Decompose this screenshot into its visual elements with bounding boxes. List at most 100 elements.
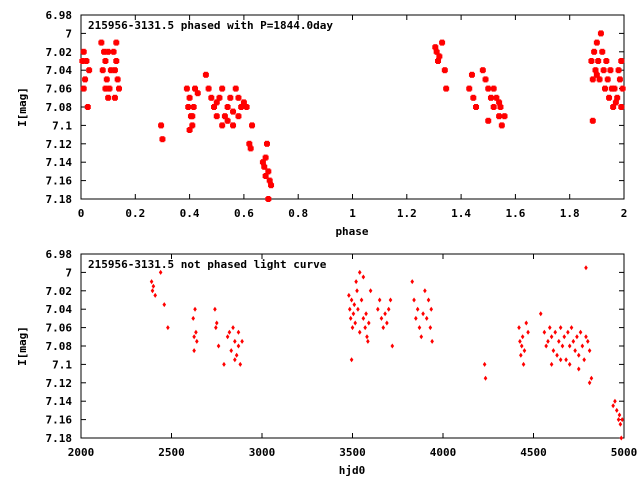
phased-data-point <box>205 85 212 92</box>
unphased-data-point <box>567 343 572 349</box>
phased-data-point <box>473 104 480 110</box>
unphased-data-point <box>613 398 617 404</box>
phased-data-point <box>111 67 118 74</box>
unphased-y-tick-label: 7.1 <box>52 358 72 371</box>
unphased-x-tick-label: 3500 <box>339 446 366 459</box>
unphased-data-point <box>238 361 243 367</box>
unphased-data-point <box>582 357 586 363</box>
unphased-data-point <box>383 311 387 317</box>
phased-x-tick-label: 0.8 <box>288 207 308 220</box>
unphased-data-point <box>214 325 218 331</box>
phased-data-point <box>466 85 473 92</box>
unphased-data-point <box>357 269 362 275</box>
unphased-data-point <box>349 357 354 363</box>
phased-data-point <box>432 44 439 51</box>
phased-data-point <box>592 67 599 74</box>
phased-data-point <box>114 76 121 83</box>
unphased-data-point <box>417 325 422 331</box>
phased-data-point <box>485 117 492 124</box>
phased-data-point <box>436 53 443 60</box>
unphased-data-point <box>225 334 230 340</box>
phased-data-point <box>230 108 237 115</box>
phased-data-point <box>589 117 596 124</box>
unphased-data-point <box>222 361 226 367</box>
unphased-data-point <box>361 274 366 280</box>
unphased-data-point <box>482 361 487 367</box>
unphased-y-tick-label: 7 <box>65 266 72 279</box>
unphased-data-point <box>424 315 429 321</box>
phased-data-point <box>185 104 192 110</box>
phased-data-point <box>266 177 273 184</box>
phased-data-point <box>86 67 93 74</box>
unphased-data-point <box>381 325 386 331</box>
unphased-y-tick-label: 7.18 <box>46 432 73 445</box>
unphased-data-point <box>363 325 367 331</box>
unphased-data-point <box>426 297 431 303</box>
phased-data-point <box>600 67 607 74</box>
phased-data-point <box>235 113 242 120</box>
unphased-data-point <box>549 361 554 367</box>
unphased-y-tick-label: 7.08 <box>46 340 73 353</box>
unphased-data-point <box>423 288 427 294</box>
unphased-data-point <box>566 329 570 335</box>
phased-data-point <box>443 85 450 92</box>
unphased-data-point <box>611 403 615 409</box>
unphased-data-point <box>352 302 357 308</box>
phased-y-tick-label: 6.98 <box>46 9 73 22</box>
phased-data-point <box>246 140 253 147</box>
phased-x-tick-label: 1.6 <box>505 207 525 220</box>
unphased-data-point <box>571 338 576 344</box>
unphased-x-tick-label: 4000 <box>430 446 457 459</box>
unphased-data-point <box>192 348 196 354</box>
phased-data-point <box>616 76 623 83</box>
phased-y-tick-label: 7.16 <box>46 175 73 188</box>
phased-data-point <box>435 58 442 64</box>
unphased-data-point <box>538 311 543 317</box>
phased-data-point <box>208 94 215 101</box>
unphased-data-point <box>553 329 558 335</box>
phased-data-point <box>238 104 245 110</box>
phased-data-point <box>84 104 91 110</box>
phased-data-point <box>485 85 492 92</box>
phased-data-point <box>235 94 242 101</box>
phased-data-point <box>80 85 87 92</box>
phased-data-point <box>262 173 269 179</box>
unphased-data-point <box>385 320 389 326</box>
unphased-data-point <box>587 348 592 354</box>
unphased-data-point <box>240 338 244 344</box>
unphased-data-point <box>357 329 362 335</box>
phased-data-point <box>113 39 120 46</box>
phased-data-point <box>496 113 503 120</box>
phased-data-point <box>601 85 608 92</box>
unphased-data-point <box>558 325 563 331</box>
phased-x-tick-label: 1 <box>349 207 356 220</box>
unphased-data-point <box>526 329 530 335</box>
unphased-data-point <box>524 320 529 326</box>
unphased-data-point <box>351 311 356 317</box>
unphased-data-point <box>522 348 527 354</box>
unphased-data-point <box>390 343 395 349</box>
unphased-data-point <box>234 352 239 358</box>
unphased-data-point <box>379 315 384 321</box>
phased-data-point <box>183 85 190 92</box>
unphased-data-point <box>547 325 552 331</box>
phased-data-point <box>607 67 614 74</box>
unphased-y-tick-label: 7.02 <box>46 285 73 298</box>
unphased-data-point <box>191 315 196 321</box>
phased-data-point <box>189 113 196 120</box>
unphased-data-point <box>551 348 556 354</box>
phased-data-point <box>589 76 596 83</box>
phased-data-point <box>102 58 109 64</box>
unphased-data-point <box>359 297 364 303</box>
phased-data-point <box>216 94 223 101</box>
unphased-data-point <box>576 352 581 358</box>
unphased-light-curve-panel: 215956-3131.5 not phased light curve hjd… <box>16 248 637 477</box>
phased-data-point <box>268 182 275 189</box>
unphased-data-point <box>584 334 588 340</box>
phased-y-tick-label: 7 <box>65 27 72 40</box>
phased-data-point <box>106 85 113 92</box>
unphased-data-point <box>153 292 158 298</box>
phased-data-point <box>591 48 598 55</box>
phased-data-point <box>614 94 621 101</box>
unphased-data-point <box>151 283 156 289</box>
